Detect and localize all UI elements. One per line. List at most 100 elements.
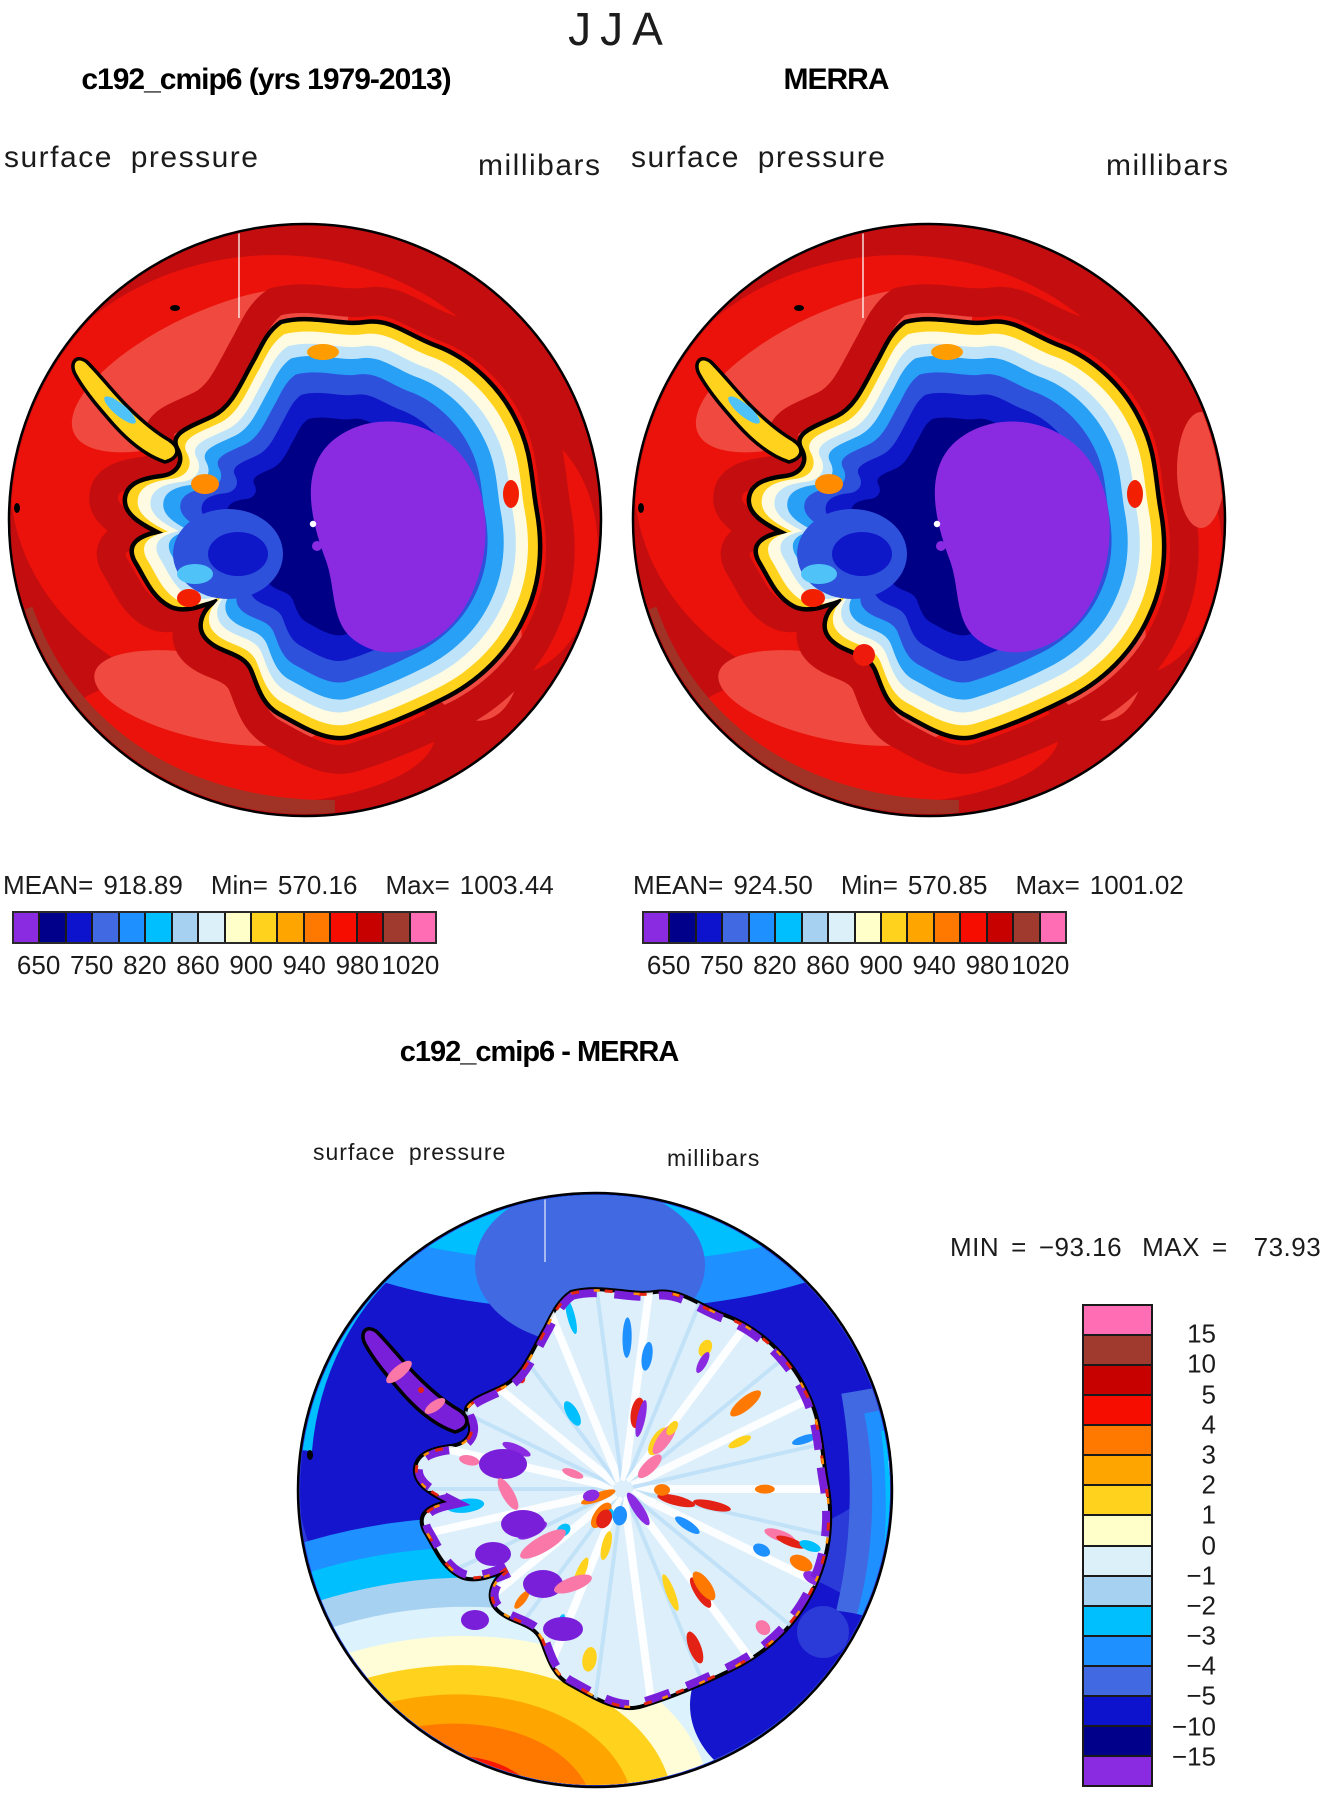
model-max-label: Max= <box>385 870 450 900</box>
reference-min-value: 570.85 <box>907 870 988 900</box>
reference-max-value: 1001.02 <box>1089 870 1184 900</box>
tick-label: 650 <box>646 950 691 980</box>
tick-label: 820 <box>753 950 797 980</box>
colorbar-cell <box>855 913 882 942</box>
colorbar-cell <box>1084 1726 1151 1757</box>
difference-map <box>296 1191 894 1789</box>
colorbar-cell <box>1084 1366 1151 1397</box>
model-min-value: 570.16 <box>277 870 358 900</box>
tick-label: 1 <box>1201 1499 1216 1530</box>
colorbar-cell <box>1084 1336 1151 1367</box>
diff-max-value: 73.93 <box>1253 1232 1322 1262</box>
diff-min-value: −93.16 <box>1038 1232 1123 1262</box>
tick-label: 1020 <box>381 950 440 980</box>
colorbar-cell <box>93 913 120 942</box>
colorbar-cell <box>14 913 41 942</box>
diff-max-label: MAX <box>1142 1232 1200 1262</box>
tick-label: 750 <box>699 950 744 980</box>
tick-label: 3 <box>1201 1439 1216 1470</box>
colorbar-cell <box>66 913 94 942</box>
model-max-value: 1003.44 <box>459 870 554 900</box>
model-pressure-map <box>5 220 605 820</box>
tick-label: −4 <box>1186 1650 1216 1681</box>
colorbar-cell <box>987 913 1015 942</box>
tick-label: 940 <box>912 950 956 980</box>
difference-colorbar-ticks: 15 10 5 4 3 2 1 0 −1 −2 −3 −4 −5 −10 −15 <box>1156 1304 1216 1787</box>
tick-label: 750 <box>69 950 114 980</box>
tick-label: −15 <box>1171 1741 1216 1772</box>
colorbar-cell <box>1040 913 1065 942</box>
tick-label: 10 <box>1187 1348 1216 1379</box>
colorbar-cell <box>829 913 856 942</box>
model-min-label: Min= <box>210 870 268 900</box>
tick-label: 860 <box>176 950 220 980</box>
tick-label: 2 <box>1201 1469 1216 1500</box>
colorbar-cell <box>644 913 671 942</box>
tick-label: 0 <box>1201 1530 1216 1560</box>
reference-field-label: surface pressure <box>631 141 887 174</box>
reference-panel-title: MERRA <box>783 63 890 96</box>
equals-sign: = <box>1011 1232 1027 1262</box>
colorbar-cell <box>670 913 697 942</box>
colorbar-cell <box>1014 913 1041 942</box>
colorbar-cell <box>304 913 332 942</box>
colorbar-cell <box>1084 1666 1151 1697</box>
colorbar-cell <box>934 913 962 942</box>
diff-min-label: MIN <box>950 1232 1000 1262</box>
model-field-label: surface pressure <box>4 141 260 174</box>
model-mean-label: MEAN= <box>3 870 94 900</box>
difference-field-label: surface pressure <box>313 1139 507 1165</box>
model-stats: MEAN= 918.89 Min= 570.16 Max= 1003.44 <box>3 870 554 901</box>
colorbar-cell <box>1084 1636 1151 1667</box>
tick-label: −2 <box>1186 1590 1216 1621</box>
colorbar-cell <box>40 913 67 942</box>
reference-units-label: millibars <box>1106 149 1230 182</box>
tick-label: 5 <box>1201 1379 1216 1410</box>
colorbar-cell <box>1084 1606 1151 1637</box>
tick-label: 1020 <box>1011 950 1070 980</box>
difference-colorbar <box>1082 1304 1153 1787</box>
colorbar-cell <box>119 913 147 942</box>
model-units-label: millibars <box>478 149 602 182</box>
colorbar-cell <box>908 913 935 942</box>
tick-label: −5 <box>1186 1680 1216 1711</box>
model-colorbar-ticks: 650 750 820 860 900 940 980 1020 <box>12 950 440 982</box>
reference-colorbar <box>642 911 1067 944</box>
colorbar-cell <box>1084 1486 1151 1517</box>
tick-label: 860 <box>806 950 850 980</box>
model-panel-title: c192_cmip6 (yrs 1979-2013) <box>81 63 451 96</box>
tick-label: −3 <box>1186 1620 1216 1651</box>
tick-label: 15 <box>1187 1318 1216 1349</box>
tick-label: 820 <box>123 950 167 980</box>
colorbar-cell <box>1084 1396 1151 1427</box>
model-colorbar <box>12 911 437 944</box>
model-mean-value: 918.89 <box>103 870 183 900</box>
colorbar-cell <box>776 913 803 942</box>
colorbar-cell <box>172 913 200 942</box>
colorbar-cell <box>749 913 777 942</box>
colorbar-cell <box>384 913 411 942</box>
colorbar-cell <box>881 913 909 942</box>
colorbar-cell <box>802 913 830 942</box>
tick-label: 980 <box>965 950 1009 980</box>
colorbar-cell <box>696 913 724 942</box>
tick-label: 900 <box>229 950 273 980</box>
reference-min-label: Min= <box>840 870 898 900</box>
tick-label: 650 <box>16 950 61 980</box>
colorbar-cell <box>146 913 173 942</box>
colorbar-cell <box>357 913 385 942</box>
tick-label: 900 <box>859 950 903 980</box>
colorbar-cell <box>723 913 750 942</box>
colorbar-cell <box>1084 1516 1151 1547</box>
reference-pressure-map <box>629 220 1229 820</box>
colorbar-cell <box>1084 1756 1151 1785</box>
colorbar-cell <box>278 913 305 942</box>
difference-units-label: millibars <box>667 1145 761 1171</box>
colorbar-cell <box>410 913 435 942</box>
colorbar-cell <box>1084 1306 1151 1337</box>
tick-label: 980 <box>335 950 379 980</box>
season-title: JJA <box>568 3 672 55</box>
colorbar-cell <box>1084 1546 1151 1577</box>
colorbar-cell <box>331 913 358 942</box>
